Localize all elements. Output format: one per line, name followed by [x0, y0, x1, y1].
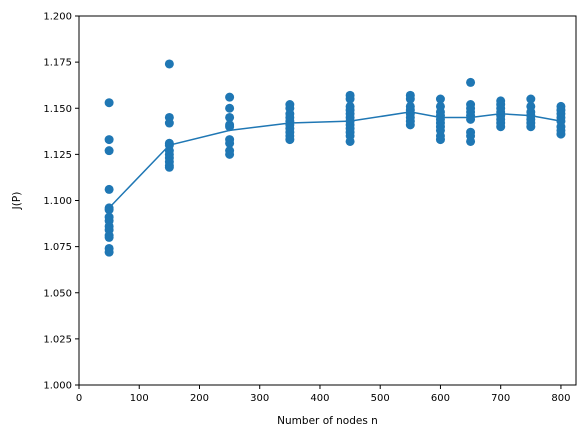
data-point-750-6: [526, 122, 536, 132]
data-point-550-1: [405, 94, 415, 104]
x-tick-label: 100: [130, 393, 149, 404]
x-tick-label: 700: [491, 393, 510, 404]
x-axis: 0 100 200 300 400 500 600 700 800: [76, 385, 570, 404]
data-point-450-11: [345, 136, 355, 146]
y-tick-label: 1.200: [43, 12, 72, 23]
y-tick-label: 1.125: [43, 150, 72, 161]
data-point-250-0: [225, 92, 235, 102]
data-point-50-11: [104, 232, 114, 242]
y-tick-label: 1.100: [43, 196, 72, 207]
data-point-650-8: [466, 136, 476, 146]
y-axis: 1.000 1.025 1.050 1.075 1.100 1.125 1.150 1.175…: [43, 12, 79, 392]
data-point-450-1: [345, 94, 355, 104]
data-point-250-6: [225, 138, 235, 148]
data-point-600-0: [435, 94, 445, 104]
y-tick-label: 1.075: [43, 242, 72, 253]
y-tick-label: 1.150: [43, 104, 72, 115]
data-point-250-8: [225, 149, 235, 159]
data-point-50-13: [104, 247, 114, 257]
data-point-250-4: [225, 122, 235, 132]
scatter-points: [104, 59, 566, 257]
data-point-50-5: [104, 205, 114, 215]
data-point-550-7: [405, 120, 415, 130]
data-point-800-7: [556, 129, 566, 139]
data-point-350-9: [285, 135, 295, 145]
x-tick-label: 800: [551, 393, 570, 404]
y-axis-label: J(P): [11, 192, 23, 211]
x-tick-label: 600: [431, 393, 450, 404]
mean-line-layer: [108, 111, 562, 209]
data-point-150-0: [164, 59, 174, 69]
data-point-50-2: [104, 146, 114, 156]
y-tick-label: 1.025: [43, 334, 72, 345]
x-tick-label: 400: [310, 393, 329, 404]
data-point-700-7: [496, 122, 506, 132]
data-point-250-1: [225, 103, 235, 113]
y-tick-label: 1.050: [43, 288, 72, 299]
data-point-50-3: [104, 184, 114, 194]
x-tick-label: 500: [371, 393, 390, 404]
data-point-150-2: [164, 118, 174, 128]
data-point-50-1: [104, 135, 114, 145]
data-point-650-5: [466, 114, 476, 124]
x-tick-label: 200: [190, 393, 209, 404]
data-point-150-10: [164, 162, 174, 172]
x-tick-label: 0: [76, 393, 82, 404]
x-tick-label: 300: [250, 393, 269, 404]
data-point-650-0: [466, 77, 476, 87]
data-point-50-0: [104, 98, 114, 108]
mean-line: [108, 111, 562, 209]
data-point-250-2: [225, 112, 235, 122]
data-point-750-0: [526, 94, 536, 104]
y-tick-label: 1.000: [43, 381, 72, 392]
x-axis-label: Number of nodes n: [277, 415, 378, 427]
y-tick-label: 1.175: [43, 58, 72, 69]
data-point-600-9: [435, 135, 445, 145]
